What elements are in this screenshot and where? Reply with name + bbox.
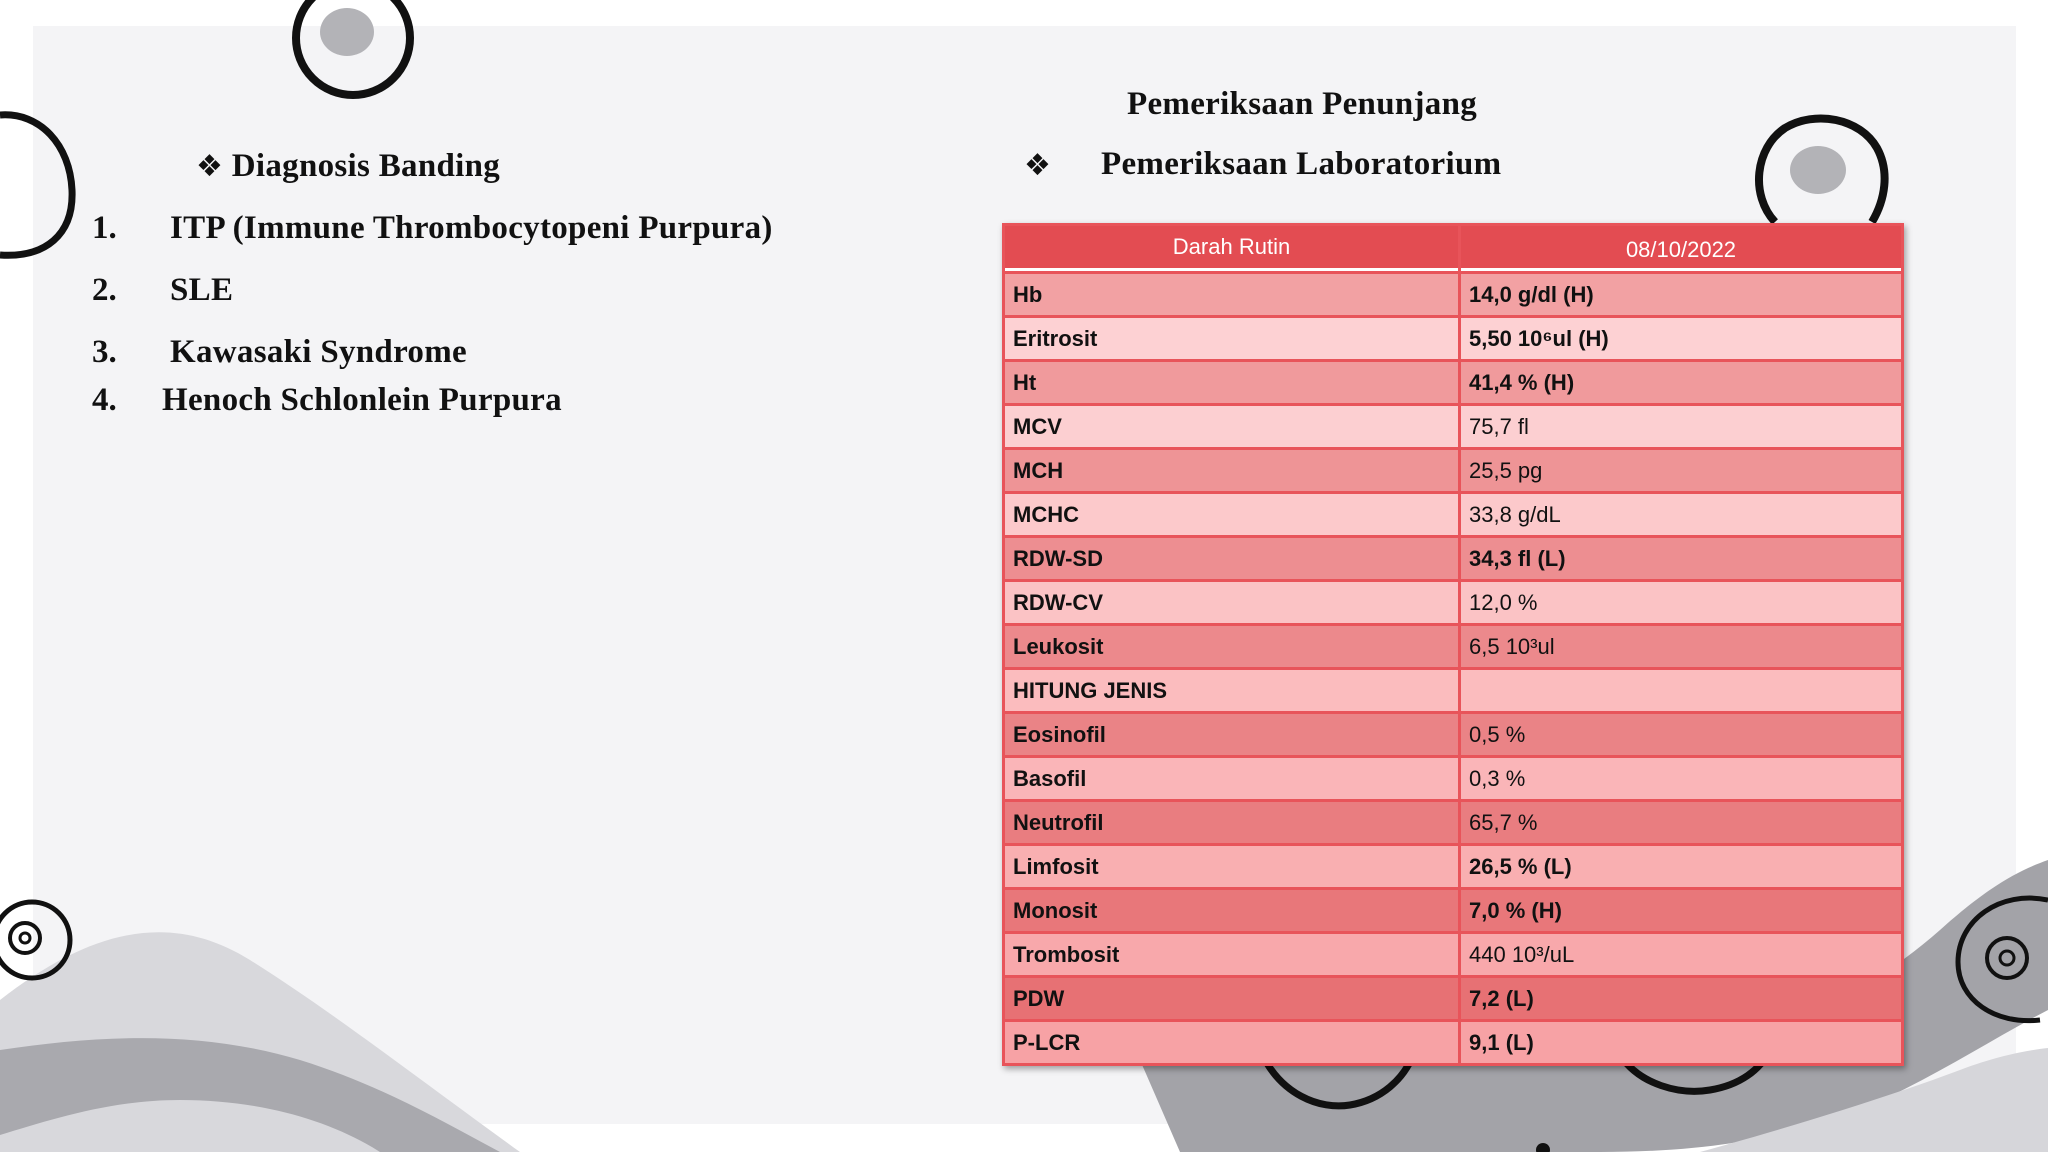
table-row: MCHC 33,8 g/dL (1005, 494, 1901, 535)
test-name: MCV (1005, 406, 1458, 447)
table-row: Basofil 0,3 % (1005, 758, 1901, 799)
table-row: RDW-SD 34,3 fl (L) (1005, 538, 1901, 579)
test-name: Hb (1005, 274, 1458, 315)
table-row: Trombosit 440 10³/uL (1005, 934, 1901, 975)
test-value: 25,5 pg (1461, 450, 1901, 491)
test-value: 14,0 g/dl (H) (1461, 274, 1901, 315)
test-name: Monosit (1005, 890, 1458, 931)
test-name: Eosinofil (1005, 714, 1458, 755)
table-row: Monosit 7,0 % (H) (1005, 890, 1901, 931)
diagnosis-heading: ❖ Diagnosis Banding (196, 148, 500, 185)
test-value: 34,3 fl (L) (1461, 538, 1901, 579)
column-header-test: Darah Rutin (1005, 226, 1458, 271)
test-value: 5,50 10⁶ul (H) (1461, 318, 1901, 359)
list-item-text: Kawasaki Syndrome (170, 334, 467, 370)
test-name: HITUNG JENIS (1005, 670, 1458, 711)
table-row: Ht 41,4 % (H) (1005, 362, 1901, 403)
table-row: Eosinofil 0,5 % (1005, 714, 1901, 755)
test-value: 440 10³/uL (1461, 934, 1901, 975)
list-item-number: 4. (92, 382, 117, 418)
spiral-shape-left-inner (18, 931, 32, 945)
test-value: 41,4 % (H) (1461, 362, 1901, 403)
diamond-bullet-icon: ❖ (1024, 148, 1052, 183)
table-row: Leukosit 6,5 10³ul (1005, 626, 1901, 667)
test-name: MCH (1005, 450, 1458, 491)
list-item-number: 3. (92, 334, 117, 370)
table-row: Limfosit 26,5 % (L) (1005, 846, 1901, 887)
test-value: 26,5 % (L) (1461, 846, 1901, 887)
test-name: P-LCR (1005, 1022, 1458, 1063)
test-value: 9,1 (L) (1461, 1022, 1901, 1063)
test-name: Eritrosit (1005, 318, 1458, 359)
test-value: 7,2 (L) (1461, 978, 1901, 1019)
table-row: HITUNG JENIS (1005, 670, 1901, 711)
test-name: MCHC (1005, 494, 1458, 535)
table-row: MCH 25,5 pg (1005, 450, 1901, 491)
table-row: Hb 14,0 g/dl (H) (1005, 274, 1901, 315)
table-row: P-LCR 9,1 (L) (1005, 1022, 1901, 1063)
test-value: 6,5 10³ul (1461, 626, 1901, 667)
test-name: Basofil (1005, 758, 1458, 799)
dot-shape (1536, 1143, 1550, 1152)
exam-subtitle: Pemeriksaan Laboratorium (1101, 146, 1502, 182)
test-value: 75,7 fl (1461, 406, 1901, 447)
list-item-number: 1. (92, 210, 117, 246)
list-item-text: ITP (Immune Thrombocytopeni Purpura) (170, 210, 773, 246)
test-name: PDW (1005, 978, 1458, 1019)
table-row: Neutrofil 65,7 % (1005, 802, 1901, 843)
list-item-number: 2. (92, 272, 117, 308)
list-item-text: SLE (170, 272, 234, 308)
test-name: Trombosit (1005, 934, 1458, 975)
list-item-text: Henoch Schlonlein Purpura (162, 382, 562, 418)
test-name: Ht (1005, 362, 1458, 403)
test-name: Limfosit (1005, 846, 1458, 887)
test-name: Neutrofil (1005, 802, 1458, 843)
exam-title: Pemeriksaan Penunjang (1127, 86, 1478, 122)
test-name: RDW-CV (1005, 582, 1458, 623)
test-value: 65,7 % (1461, 802, 1901, 843)
table-row: RDW-CV 12,0 % (1005, 582, 1901, 623)
test-name: Leukosit (1005, 626, 1458, 667)
table-row: Eritrosit 5,50 10⁶ul (H) (1005, 318, 1901, 359)
table-row: MCV 75,7 fl (1005, 406, 1901, 447)
lab-results-table: Darah Rutin 08/10/2022 Hb 14,0 g/dl (H) E… (1002, 223, 1904, 1066)
table-row: PDW 7,2 (L) (1005, 978, 1901, 1019)
test-value: 0,3 % (1461, 758, 1901, 799)
test-value: 7,0 % (H) (1461, 890, 1901, 931)
test-value: 12,0 % (1461, 582, 1901, 623)
test-name: RDW-SD (1005, 538, 1458, 579)
diamond-bullet-icon: ❖ (196, 149, 224, 184)
test-value (1461, 670, 1901, 711)
column-header-date: 08/10/2022 (1461, 226, 1901, 271)
test-value: 0,5 % (1461, 714, 1901, 755)
test-value: 33,8 g/dL (1461, 494, 1901, 535)
table-header-row: Darah Rutin 08/10/2022 (1005, 226, 1901, 271)
diagnosis-heading-text: Diagnosis Banding (231, 148, 501, 184)
